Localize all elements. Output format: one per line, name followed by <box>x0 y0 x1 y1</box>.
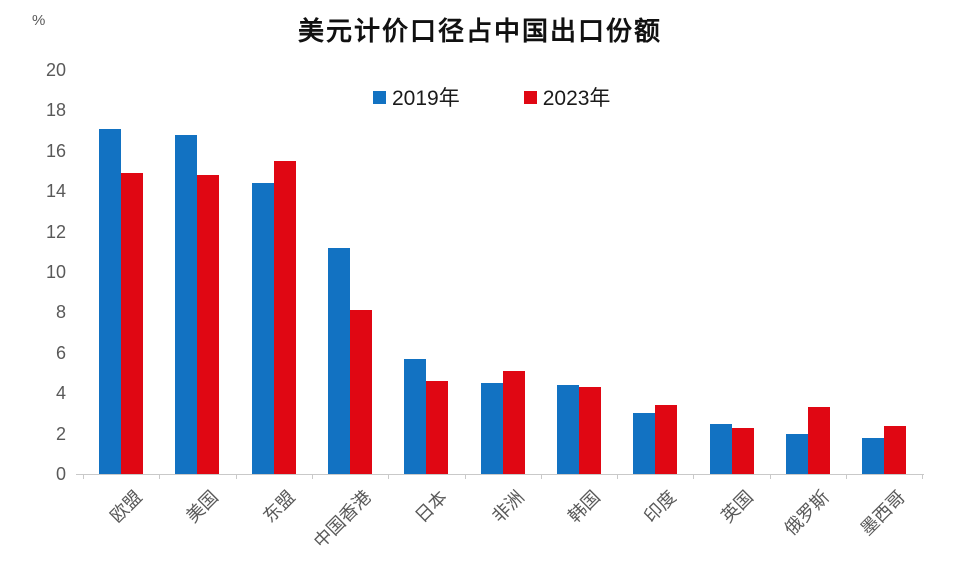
chart-title: 美元计价口径占中国出口份额 <box>297 17 662 46</box>
bar-2023年-印度 <box>655 405 678 474</box>
bar-2023年-非洲 <box>502 370 525 474</box>
legend-swatch-2019-icon <box>373 90 386 104</box>
x-axis-tick <box>846 475 847 479</box>
bar-2019年-非洲 <box>480 383 503 474</box>
x-category-label: 美国 <box>182 486 223 527</box>
bar-2023年-东盟 <box>273 160 296 474</box>
bar-2023年-英国 <box>731 427 754 474</box>
x-axis-tick <box>693 475 695 479</box>
y-tick-label: 0 <box>55 464 66 484</box>
bar-2023年-欧盟 <box>121 173 144 474</box>
y-tick-label: 12 <box>45 221 66 242</box>
bar-2023年-美国 <box>197 175 220 474</box>
x-category-label: 中国香港 <box>309 486 376 552</box>
legend: 2019年 2023年 <box>373 82 610 112</box>
y-tick-label: 14 <box>45 181 66 202</box>
x-category-label: 韩国 <box>564 486 604 527</box>
bar-2019年-东盟 <box>251 183 274 474</box>
bar-2019年-韩国 <box>556 385 579 474</box>
x-axis-tick <box>617 475 619 479</box>
bar-2019年-中国香港 <box>328 247 351 474</box>
x-category-label: 日本 <box>411 486 452 527</box>
bar-2019年-印度 <box>633 413 656 474</box>
x-category-label: 英国 <box>716 486 757 527</box>
y-tick-label: 16 <box>45 140 66 161</box>
bar-2023年-墨西哥 <box>884 425 907 474</box>
bar-2019年-欧盟 <box>99 128 122 474</box>
legend-item-2019: 2019年 <box>373 82 460 112</box>
x-axis-tick <box>540 475 542 479</box>
bar-2019年-俄罗斯 <box>785 433 808 474</box>
y-tick-label: 2 <box>55 423 66 444</box>
legend-item-2023: 2023年 <box>523 82 611 112</box>
x-axis-tick <box>464 475 466 479</box>
bar-2023年-中国香港 <box>350 310 373 474</box>
x-axis-tick <box>83 475 84 479</box>
x-axis-tick <box>235 475 237 479</box>
bar-2019年-英国 <box>709 423 732 474</box>
x-axis-tick <box>769 475 771 479</box>
x-category-label: 墨西哥 <box>856 486 910 540</box>
y-tick-label: 6 <box>55 342 66 363</box>
bar-2023年-日本 <box>426 381 449 474</box>
y-tick-label: 20 <box>45 60 66 80</box>
y-axis-unit-label: % <box>32 12 46 29</box>
x-category-label: 俄罗斯 <box>780 486 833 540</box>
legend-label-2023: 2023年 <box>542 87 611 110</box>
bar-2023年-俄罗斯 <box>807 407 830 474</box>
y-tick-label: 18 <box>45 100 66 121</box>
y-tick-label: 10 <box>45 262 66 282</box>
x-category-label: 东盟 <box>259 486 299 527</box>
x-category-label: 非洲 <box>488 486 528 527</box>
legend-label-2019: 2019年 <box>392 87 460 110</box>
bar-2019年-日本 <box>404 358 427 474</box>
x-category-label: 印度 <box>640 486 681 527</box>
x-axis-tick <box>388 475 390 479</box>
x-axis-tick <box>922 475 924 479</box>
y-tick-label: 8 <box>55 302 66 323</box>
y-tick-label: 4 <box>55 383 66 404</box>
legend-swatch-2023-icon <box>523 90 537 104</box>
x-axis-tick <box>159 475 161 479</box>
x-axis-tick <box>311 475 313 479</box>
bar-2019年-墨西哥 <box>862 437 885 474</box>
bar-2023年-韩国 <box>578 387 601 474</box>
x-category-label: 欧盟 <box>106 486 147 527</box>
bar-2019年-美国 <box>175 134 198 474</box>
x-axis-line <box>76 474 925 475</box>
